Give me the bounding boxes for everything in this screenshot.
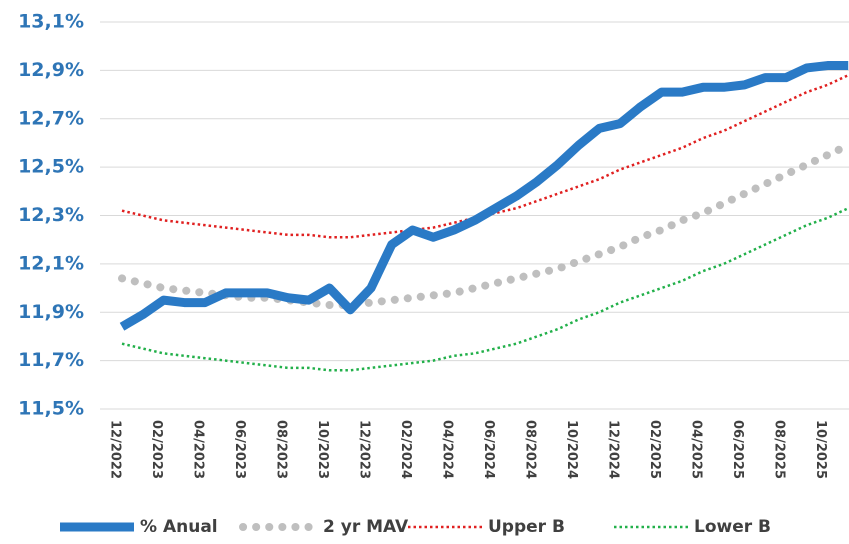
y-tick-label: 12,9%: [18, 59, 84, 81]
x-tick-label: 12/2023: [357, 420, 372, 479]
x-tick-label: 08/2023: [274, 420, 289, 479]
x-tick-label: 10/2025: [813, 420, 828, 479]
series-line: [121, 74, 849, 239]
x-tick-label: 04/2025: [689, 420, 704, 479]
series-line: [119, 61, 849, 331]
y-tick-label: 11,7%: [18, 349, 84, 371]
x-tick-label: 10/2023: [315, 420, 330, 479]
x-tick-label: 10/2024: [564, 420, 579, 479]
y-tick-label: 12,5%: [18, 156, 84, 178]
y-tick-label: 12,3%: [18, 204, 84, 226]
legend-label: 2 yr MAV: [323, 517, 409, 537]
y-tick-label: 12,1%: [18, 252, 84, 274]
y-tick-label: 11,9%: [18, 301, 84, 323]
x-tick-label: 02/2023: [149, 420, 164, 479]
x-tick-label: 12/2022: [108, 420, 123, 479]
y-tick-label: 11,5%: [18, 398, 84, 420]
x-tick-label: 04/2023: [191, 420, 206, 479]
x-tick-label: 08/2024: [523, 420, 538, 479]
y-tick-label: 12,7%: [18, 107, 84, 129]
x-tick-label: 08/2025: [772, 420, 787, 479]
legend-label: Upper B: [488, 517, 565, 537]
legend-label: Lower B: [694, 517, 771, 537]
x-tick-label: 06/2023: [232, 420, 247, 479]
x-tick-label: 04/2024: [440, 420, 455, 479]
x-tick-label: 06/2025: [730, 420, 745, 479]
x-tick-label: 06/2024: [481, 420, 496, 479]
x-tick-label: 02/2025: [647, 420, 662, 479]
series-line: [118, 141, 849, 309]
x-tick-label: 12/2024: [606, 420, 621, 479]
series-line: [121, 207, 849, 372]
x-tick-label: 02/2024: [398, 420, 413, 479]
legend-label: % Anual: [140, 517, 218, 537]
y-tick-label: 13,1%: [18, 11, 84, 33]
